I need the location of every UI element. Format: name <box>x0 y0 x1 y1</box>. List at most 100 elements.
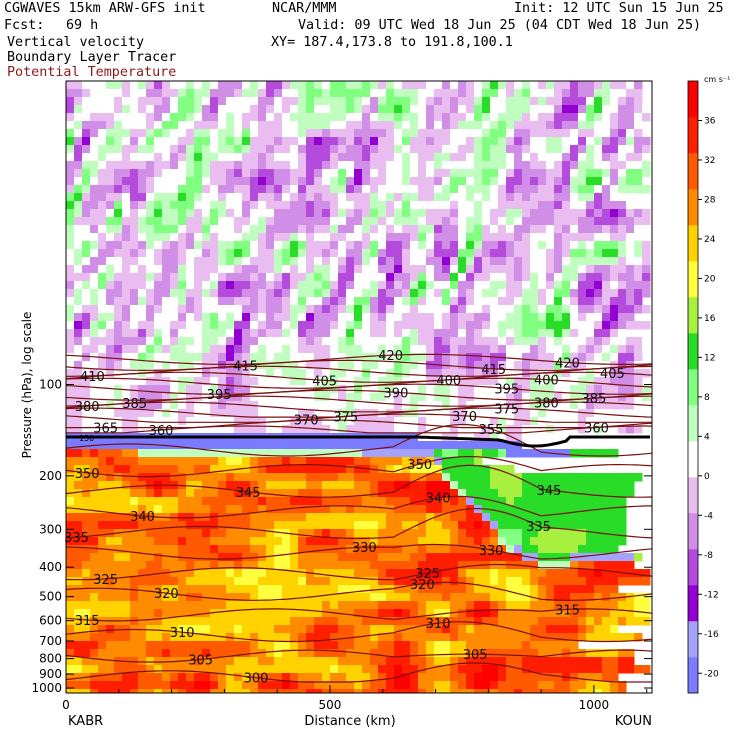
velocity-cell <box>66 401 83 410</box>
colorbar-label: 8 <box>704 393 710 403</box>
velocity-cell <box>410 121 419 130</box>
velocity-cell <box>170 145 179 154</box>
velocity-cell <box>450 113 467 122</box>
velocity-cell <box>194 313 203 322</box>
velocity-cell <box>234 281 251 290</box>
velocity-cell <box>474 225 483 234</box>
velocity-cell <box>578 169 587 178</box>
velocity-cell <box>506 425 523 434</box>
velocity-cell <box>602 689 611 693</box>
velocity-cell <box>442 401 451 410</box>
velocity-cell <box>138 201 147 210</box>
field2-label: Boundary Layer Tracer <box>7 50 177 65</box>
velocity-cell <box>266 233 275 242</box>
velocity-cell <box>290 113 347 122</box>
velocity-cell <box>154 185 179 194</box>
velocity-cell <box>554 353 563 362</box>
velocity-cell <box>378 289 387 298</box>
velocity-cell <box>282 105 291 114</box>
theta-contour-label: 350 <box>75 467 100 482</box>
velocity-cell <box>122 265 131 274</box>
velocity-cell <box>370 321 387 330</box>
velocity-cell <box>482 265 515 274</box>
velocity-cell <box>546 425 555 434</box>
velocity-cell <box>98 689 131 693</box>
velocity-cell <box>378 465 387 474</box>
velocity-cell <box>274 273 283 282</box>
velocity-cell <box>202 385 211 394</box>
velocity-cell <box>114 281 123 290</box>
velocity-cell <box>130 305 147 314</box>
colorbar-swatch <box>688 585 698 622</box>
velocity-cell <box>474 625 531 634</box>
velocity-cell <box>618 273 635 282</box>
velocity-cell <box>578 281 595 290</box>
velocity-cell <box>122 233 131 242</box>
velocity-cell <box>210 537 251 546</box>
theta-contours: 150 <box>66 353 652 683</box>
velocity-cell <box>450 473 491 482</box>
velocity-cell <box>218 521 251 530</box>
velocity-cell <box>538 345 547 354</box>
velocity-cell <box>178 465 195 474</box>
velocity-cell <box>122 673 139 682</box>
velocity-cell <box>66 561 83 570</box>
velocity-cell <box>426 545 451 554</box>
velocity-cell <box>162 273 171 282</box>
velocity-cell <box>466 601 475 610</box>
velocity-cell <box>394 417 419 426</box>
velocity-cell <box>594 105 603 114</box>
velocity-cell <box>610 689 619 693</box>
velocity-cell <box>466 361 475 370</box>
velocity-cell <box>474 497 507 506</box>
velocity-cell <box>218 377 227 386</box>
velocity-cell <box>170 97 179 106</box>
velocity-cell <box>602 665 619 674</box>
velocity-cell <box>546 161 555 170</box>
velocity-cell <box>362 97 371 106</box>
velocity-cell <box>370 233 387 242</box>
velocity-cell <box>226 481 251 490</box>
velocity-cell <box>282 81 291 90</box>
velocity-cell <box>458 209 475 218</box>
velocity-cell <box>554 385 571 394</box>
velocity-cell <box>154 345 163 354</box>
velocity-cell <box>450 177 467 186</box>
theta-contour-label: 380 <box>534 397 559 412</box>
velocity-cell <box>138 473 171 482</box>
velocity-cell <box>346 105 355 114</box>
velocity-cell <box>386 241 403 250</box>
velocity-cell <box>450 625 459 634</box>
velocity-cell <box>418 361 427 370</box>
velocity-cell <box>458 329 467 338</box>
velocity-cell <box>98 265 107 274</box>
velocity-cell <box>346 369 363 378</box>
velocity-cell <box>266 113 275 122</box>
velocity-cell <box>250 169 259 178</box>
velocity-cell <box>482 145 491 154</box>
velocity-cell <box>194 561 211 570</box>
velocity-cell <box>410 649 419 658</box>
velocity-cell <box>418 193 435 202</box>
velocity-cell <box>458 305 467 314</box>
velocity-cell <box>426 209 451 218</box>
velocity-cell <box>242 353 251 362</box>
velocity-cell <box>338 153 363 162</box>
velocity-cell <box>554 585 595 594</box>
velocity-cell <box>66 153 75 162</box>
velocity-cell <box>602 97 611 106</box>
velocity-cell <box>474 689 491 693</box>
velocity-cell <box>626 617 651 626</box>
velocity-cell <box>250 369 267 378</box>
velocity-cell <box>114 329 123 338</box>
velocity-cell <box>538 241 547 250</box>
velocity-cell <box>506 345 531 354</box>
velocity-cell <box>298 97 307 106</box>
velocity-cell <box>106 153 123 162</box>
velocity-cell <box>450 577 459 586</box>
velocity-cell <box>386 281 395 290</box>
velocity-cell <box>234 673 243 682</box>
velocity-cell <box>386 497 411 506</box>
velocity-cell <box>434 121 443 130</box>
